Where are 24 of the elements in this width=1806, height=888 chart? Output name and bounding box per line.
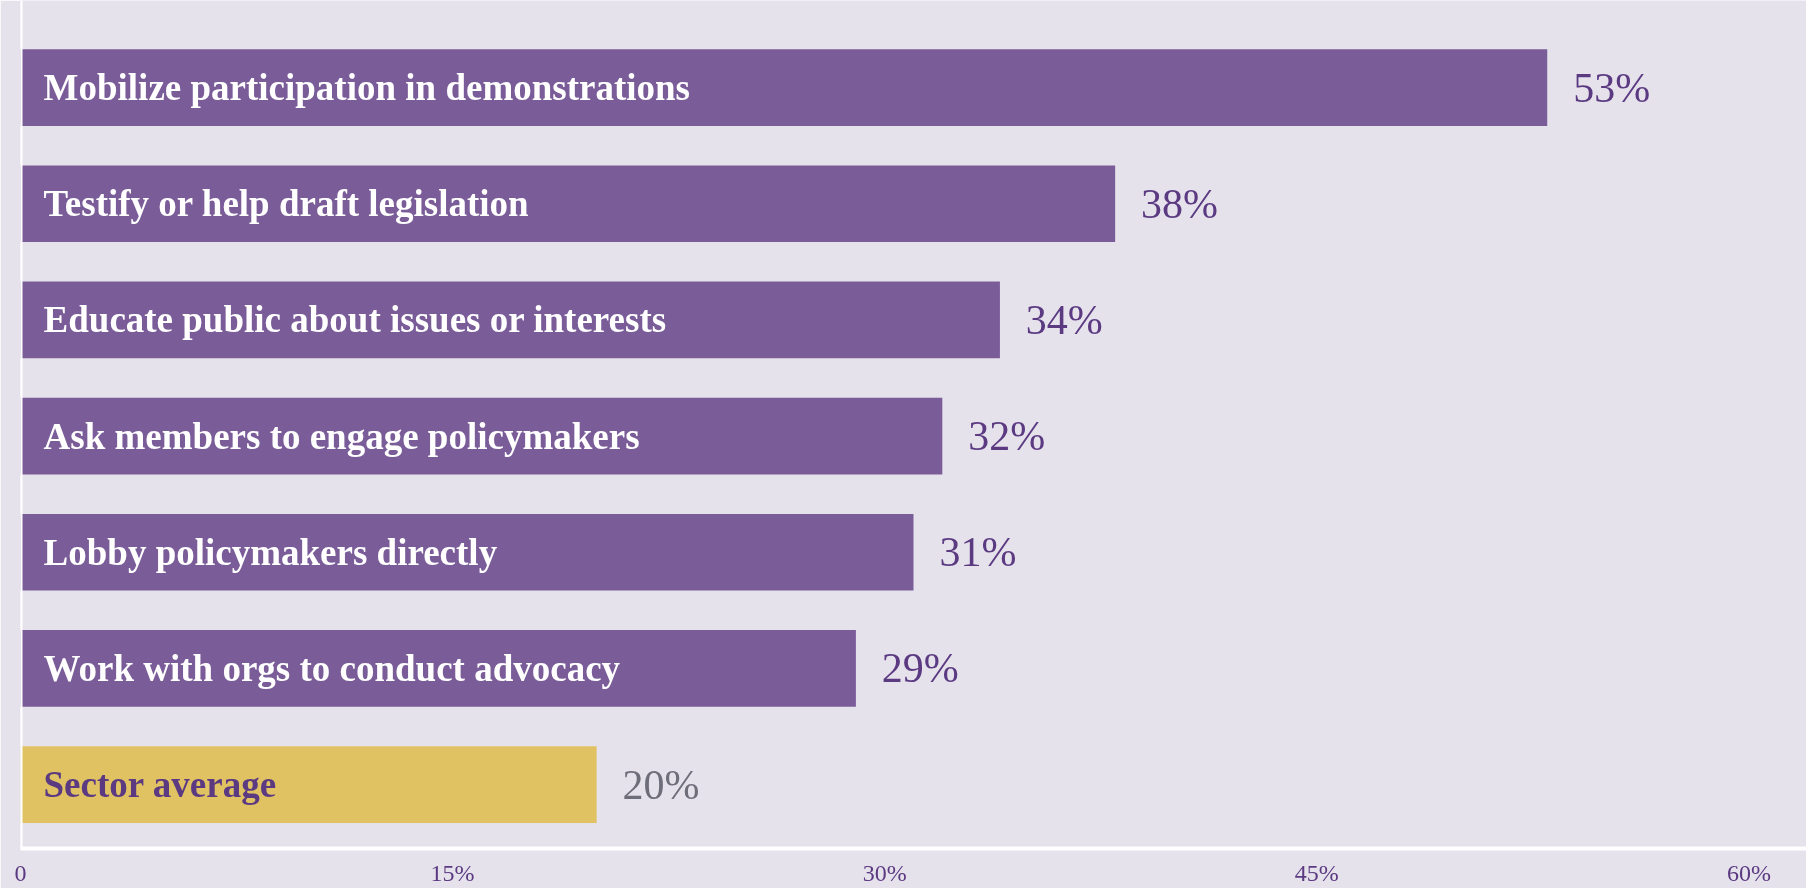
data-label: 53% — [1573, 64, 1651, 111]
y-tick-label: Educate public about issues or interests — [43, 299, 667, 341]
data-label: 34% — [1025, 296, 1103, 343]
bar — [20, 165, 1116, 243]
bar — [20, 513, 914, 591]
x-tick-label: 30% — [862, 859, 907, 886]
data-label: 38% — [1141, 180, 1219, 227]
y-tick-label: Mobilize participation in demonstrations — [43, 67, 691, 109]
bar — [20, 49, 1548, 126]
data-label: 20% — [622, 761, 700, 808]
data-label: 31% — [939, 529, 1017, 576]
bar — [20, 630, 856, 707]
y-tick-label: Testify or help draft legislation — [43, 183, 530, 225]
bar — [20, 746, 597, 823]
y-tick-label: Ask members to engage policymakers — [43, 415, 640, 457]
x-tick-label: 45% — [1294, 859, 1339, 886]
data-label: 32% — [968, 413, 1046, 460]
y-tick-label: Sector average — [43, 764, 277, 806]
x-tick-label: 60% — [1726, 859, 1771, 886]
y-tick-label: Lobby policymakers directly — [43, 531, 498, 573]
data-label: 29% — [881, 645, 959, 692]
x-tick-label: 15% — [430, 859, 475, 886]
x-tick-label: 0 — [14, 859, 27, 886]
y-tick-label: Work with orgs to conduct advocacy — [43, 647, 621, 689]
